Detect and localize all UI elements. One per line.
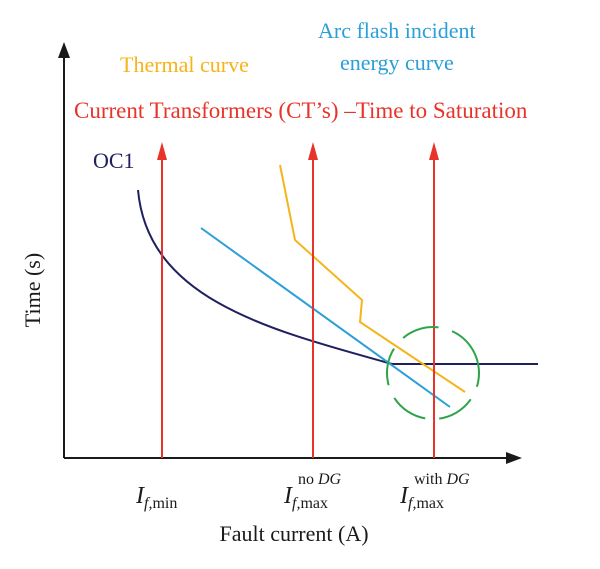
oc1-curve [137,189,538,365]
oc1-label: OC1 [93,148,135,173]
ct-arrow-min [157,142,167,458]
tick-label-if-max-no-dg: If,max [283,483,328,512]
arc-flash-label-line1: Arc flash incident [318,18,476,43]
ct-saturation-label: Current Transformers (CT’s) –Time to Sat… [74,98,528,123]
x-axis-arrowhead [506,452,522,464]
tick-label-if-min: If,min [135,483,177,512]
arc-flash-curve [200,227,451,408]
tick-sup-no-dg: no DG [298,471,342,488]
tick-sup-with-dg: with DG [414,471,470,488]
thermal-curve [279,164,466,393]
ct-arrow-max-with-dg [429,142,439,458]
y-axis-arrowhead [58,42,70,58]
ct-arrow-max-no-dg [308,142,318,458]
intersection-highlight-circle [386,326,480,420]
thermal-curve-label: Thermal curve [120,52,249,77]
x-axis-label: Fault current (A) [219,521,368,546]
y-axis-label: Time (s) [20,253,45,327]
arc-flash-label-line2: energy curve [340,50,454,75]
tick-label-if-max-with-dg: If,max [399,483,444,512]
